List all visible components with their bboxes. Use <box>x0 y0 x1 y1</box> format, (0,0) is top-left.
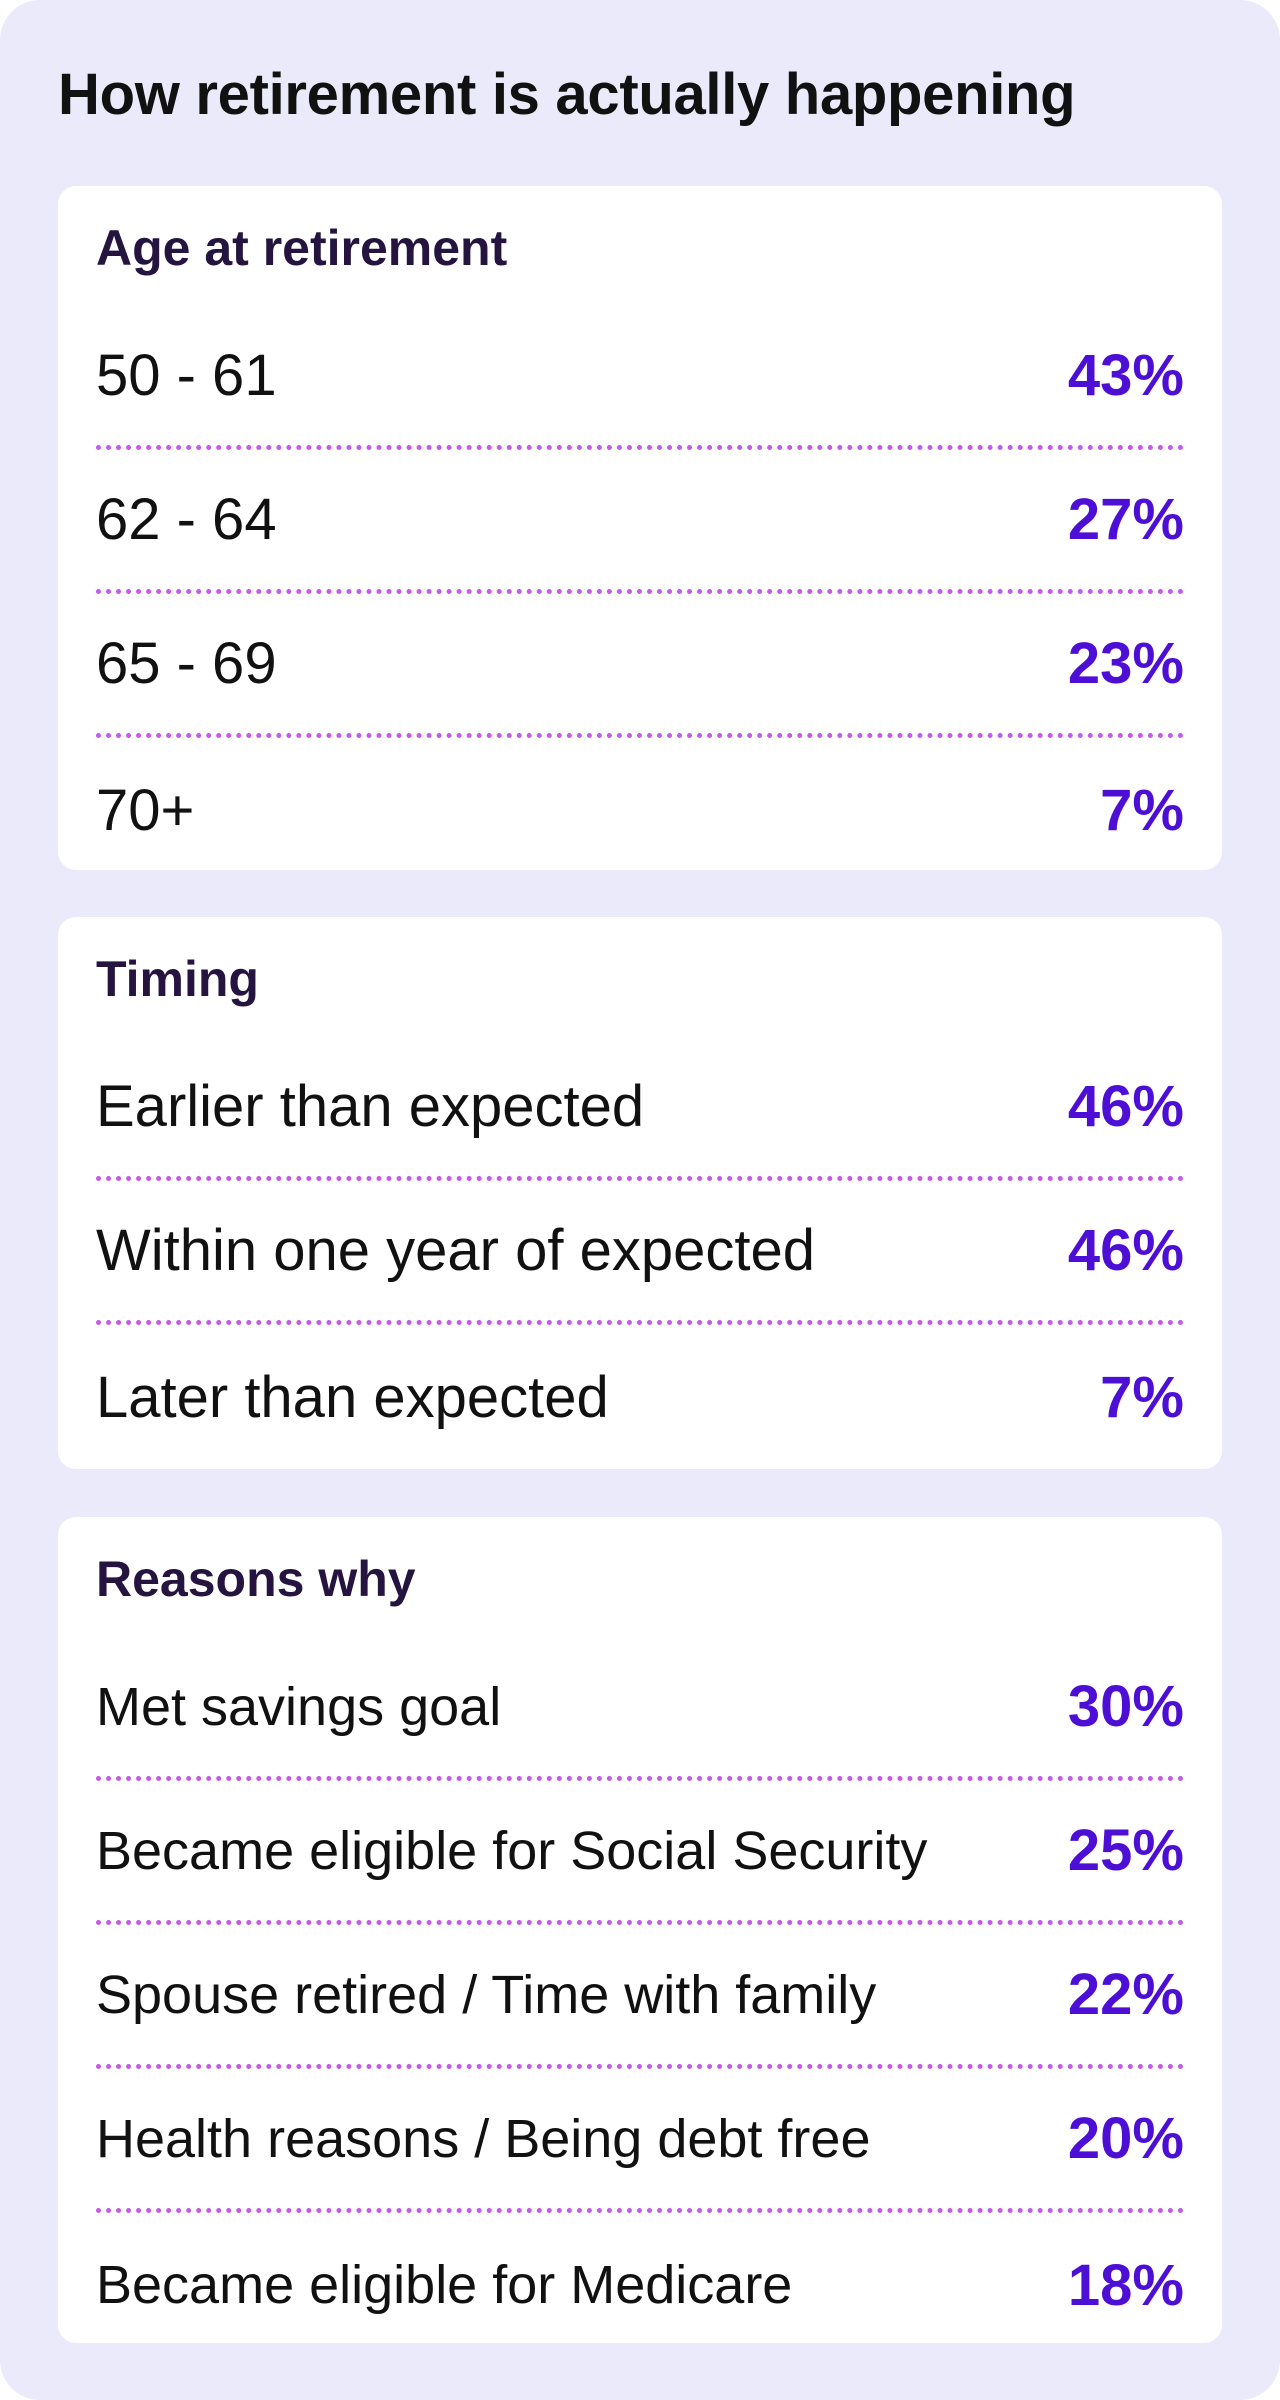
row-value: 20% <box>1067 2106 1184 2171</box>
row-value: 43% <box>1067 343 1184 408</box>
section-title: Age at retirement <box>96 220 508 276</box>
row-value: 23% <box>1067 631 1184 696</box>
row-value: 7% <box>1100 1364 1184 1430</box>
stat-row: Within one year of expected 46% <box>96 1181 1184 1325</box>
row-label: Met savings goal <box>96 1676 502 1737</box>
stat-row: Became eligible for Social Security 25% <box>96 1781 1184 1925</box>
age-at-retirement-card: Age at retirement 50 - 61 43% 62 - 64 27… <box>58 186 1222 870</box>
row-label: 70+ <box>96 777 195 843</box>
row-label: 62 - 64 <box>96 487 277 552</box>
stat-row: 65 - 69 23% <box>96 594 1184 738</box>
stat-row: Spouse retired / Time with family 22% <box>96 1925 1184 2069</box>
stat-row: Earlier than expected 46% <box>96 1037 1184 1181</box>
stat-row: 62 - 64 27% <box>96 450 1184 594</box>
page-title: How retirement is actually happening <box>58 62 1076 127</box>
section-title: Timing <box>96 951 259 1007</box>
row-label: 50 - 61 <box>96 343 277 408</box>
row-label: Spouse retired / Time with family <box>96 1964 877 2025</box>
row-label: Later than expected <box>96 1364 609 1430</box>
row-value: 25% <box>1067 1818 1184 1883</box>
timing-card: Timing Earlier than expected 46% Within … <box>58 917 1222 1469</box>
row-value: 7% <box>1100 777 1184 843</box>
row-value: 46% <box>1067 1074 1184 1139</box>
row-label: Within one year of expected <box>96 1218 815 1283</box>
stat-row: Later than expected 7% <box>96 1325 1184 1469</box>
row-value: 18% <box>1067 2252 1184 2318</box>
row-label: Became eligible for Social Security <box>96 1820 928 1881</box>
row-value: 22% <box>1067 1962 1184 2027</box>
stat-row: Health reasons / Being debt free 20% <box>96 2069 1184 2213</box>
row-value: 30% <box>1067 1674 1184 1739</box>
row-value: 27% <box>1067 487 1184 552</box>
row-label: Became eligible for Medicare <box>96 2255 793 2315</box>
stat-row: 70+ 7% <box>96 738 1184 882</box>
row-label: 65 - 69 <box>96 631 277 696</box>
row-value: 46% <box>1067 1218 1184 1283</box>
section-title: Reasons why <box>96 1551 416 1607</box>
row-label: Health reasons / Being debt free <box>96 2108 871 2169</box>
reasons-why-card: Reasons why Met savings goal 30% Became … <box>58 1517 1222 2343</box>
stat-row: 50 - 61 43% <box>96 306 1184 450</box>
row-label: Earlier than expected <box>96 1074 645 1139</box>
stat-row: Became eligible for Medicare 18% <box>96 2213 1184 2357</box>
stat-row: Met savings goal 30% <box>96 1637 1184 1781</box>
